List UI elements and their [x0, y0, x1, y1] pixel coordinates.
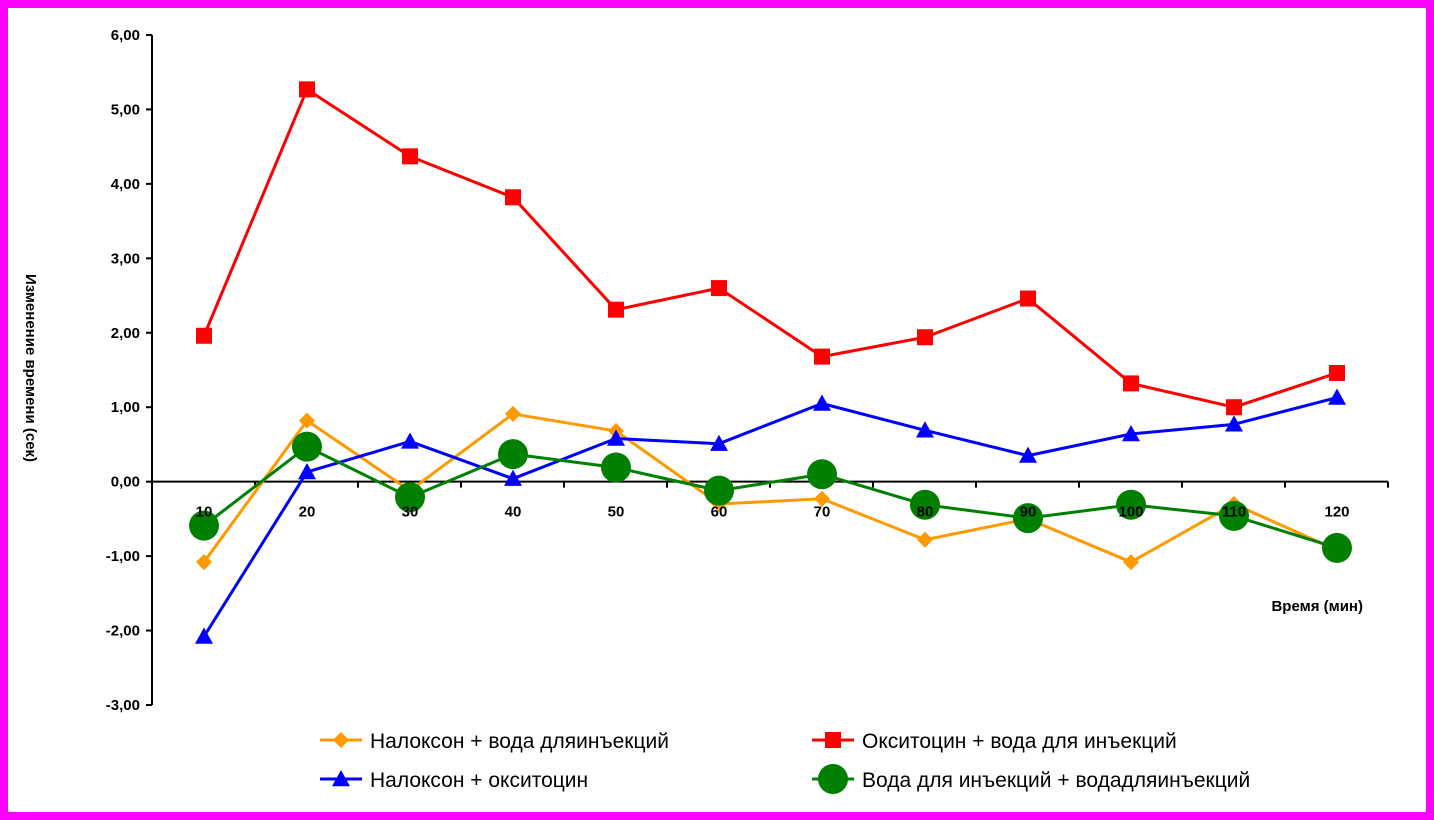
data-point: [814, 348, 830, 365]
x-tick-label: 70: [814, 504, 831, 521]
data-point: [1225, 415, 1243, 432]
data-point: [1322, 532, 1352, 563]
data-point: [189, 510, 219, 541]
data-point: [710, 434, 728, 451]
data-point: [814, 490, 830, 507]
legend-marker: [332, 770, 350, 787]
legend-label: Вода для инъекций + водадляинъекций: [862, 769, 1250, 792]
data-point: [505, 189, 521, 206]
x-tick-label: 60: [711, 504, 728, 521]
y-tick-label: 2,00: [111, 325, 140, 342]
legend-item: Вода для инъекций + водадляинъекций: [812, 764, 1250, 794]
data-point: [1122, 425, 1140, 442]
data-point: [910, 489, 940, 520]
legend-item: Налоксон + вода дляинъекций: [320, 730, 669, 753]
data-point: [917, 329, 933, 346]
labels-layer: 10 20 30 40 50 60 70 80 90 100 110 120: [196, 504, 1350, 521]
legend-label: Окситоцин + вода для инъекций: [862, 730, 1177, 753]
legend-item: Окситоцин + вода для инъекций: [812, 730, 1177, 753]
data-point: [807, 459, 837, 490]
series-layer: [189, 81, 1352, 644]
data-point: [1020, 290, 1036, 307]
axes: -3,00 -2,00 -1,00 0,00 1,00 2,00 3,00 4,00 5,00 6…: [106, 27, 1389, 714]
y-tick-label: 4,00: [111, 176, 140, 193]
x-tick-label: 110: [1222, 504, 1246, 521]
y-tick-label: -2,00: [106, 623, 140, 640]
y-tick-label: 1,00: [111, 399, 140, 416]
legend-item: Налоксон + окситоцин: [320, 769, 588, 792]
x-tick-label: 90: [1020, 504, 1037, 521]
y-tick-label: 0,00: [111, 474, 140, 491]
legend-marker: [333, 732, 349, 748]
series-line: [202, 412, 1338, 564]
data-point: [1116, 489, 1146, 520]
series-line: [203, 445, 1338, 550]
data-point: [299, 412, 315, 429]
y-tick-label: 3,00: [111, 250, 140, 267]
x-tick-label: 100: [1118, 504, 1143, 521]
series-3: [195, 388, 1346, 644]
x-tick-label: 120: [1324, 504, 1349, 521]
data-point: [1328, 388, 1346, 405]
y-axis-title: Изменение времени (сек): [22, 274, 39, 462]
data-point: [299, 81, 315, 98]
data-point: [1013, 503, 1043, 534]
x-tick-label: 30: [402, 504, 419, 521]
data-point: [711, 280, 727, 297]
data-point: [1123, 375, 1139, 392]
data-point: [917, 531, 933, 548]
data-point: [1226, 399, 1242, 416]
x-tick-label: 10: [196, 504, 213, 521]
data-point: [607, 429, 625, 446]
series-line: [202, 396, 1338, 638]
data-point: [916, 421, 934, 438]
data-point: [292, 431, 322, 462]
data-point: [1123, 554, 1139, 571]
data-point: [608, 301, 624, 318]
y-tick-label: -1,00: [106, 548, 140, 565]
data-point: [1019, 446, 1037, 463]
series-2: [196, 81, 1345, 416]
data-point: [395, 482, 425, 513]
data-point: [298, 462, 316, 480]
legend-label: Налоксон + окситоцин: [370, 769, 588, 792]
data-point: [1329, 364, 1345, 381]
x-axis-title: Время (мин): [1271, 598, 1363, 615]
data-point: [196, 554, 212, 571]
series-4: [189, 431, 1352, 563]
y-tick-label: 5,00: [111, 101, 140, 118]
x-tick-label: 50: [608, 504, 625, 521]
data-point: [813, 394, 831, 411]
legend-marker: [825, 732, 841, 748]
data-point: [196, 327, 212, 344]
data-point: [1219, 500, 1249, 531]
y-tick-label: 6,00: [111, 27, 140, 44]
data-point: [504, 469, 522, 486]
legend: Налоксон + вода дляинъекций Окситоцин + в…: [320, 730, 1250, 794]
data-point: [601, 452, 631, 483]
data-point: [704, 475, 734, 506]
legend-marker: [818, 764, 848, 794]
y-tick-label: -3,00: [106, 697, 140, 714]
x-tick-label: 40: [505, 504, 522, 521]
data-point: [195, 627, 213, 644]
data-point: [402, 148, 418, 165]
series-line: [202, 87, 1338, 409]
x-tick-label: 80: [917, 504, 934, 521]
data-point: [505, 405, 521, 422]
legend-label: Налоксон + вода дляинъекций: [370, 730, 669, 753]
x-tick-label: 20: [299, 504, 316, 521]
data-point: [401, 432, 419, 449]
data-point: [498, 439, 528, 470]
